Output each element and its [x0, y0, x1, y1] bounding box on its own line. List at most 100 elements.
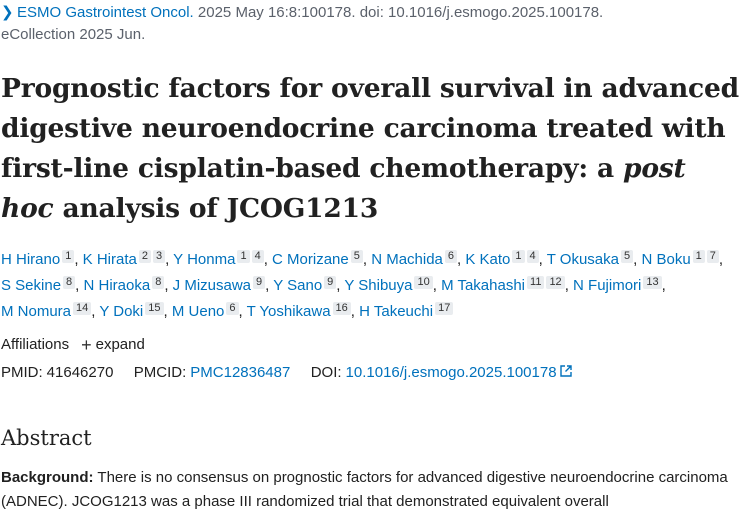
doi-value: 10.1016/j.esmogo.2025.100178	[345, 364, 557, 381]
author-separator: ,	[718, 251, 724, 268]
title-italic: post hoc	[1, 153, 686, 224]
author-separator: ,	[75, 277, 80, 294]
pmcid-label: PMCID:	[133, 364, 187, 381]
affiliation-badge[interactable]: 5	[350, 250, 363, 263]
citation-line: ❯ ESMO Gastrointest Oncol. 2025 May 16:8:…	[1, 2, 746, 46]
author-list: H Hirano 1, K Hirata 2 3, Y Honma 1 4, C Mori…	[1, 247, 746, 325]
author-item: S Sekine 8,	[1, 276, 80, 294]
author-item: M Nomura 14,	[1, 302, 96, 320]
author-separator: ,	[633, 251, 638, 268]
author-link[interactable]: K Kato	[465, 251, 511, 268]
affiliation-badge[interactable]: 14	[73, 302, 92, 315]
author-item: H Hirano 1,	[1, 250, 78, 268]
plus-icon[interactable]: +	[81, 335, 92, 355]
author-separator: ,	[457, 251, 462, 268]
author-link[interactable]: N Hiraoka	[83, 277, 151, 294]
abstract-heading: Abstract	[1, 426, 92, 450]
author-link[interactable]: H Takeuchi	[359, 303, 434, 320]
author-link[interactable]: H Hirano	[1, 251, 61, 268]
affiliation-badge[interactable]: 1	[62, 250, 75, 263]
affiliation-badge[interactable]: 10	[414, 276, 433, 289]
author-separator: ,	[564, 277, 569, 294]
affiliation-badge[interactable]: 1	[512, 250, 525, 263]
affiliation-badge[interactable]: 6	[444, 250, 458, 263]
author-link[interactable]: M Ueno	[171, 303, 225, 320]
affiliation-badge[interactable]: 11	[527, 276, 545, 289]
author-item: N Machida 6,	[371, 250, 462, 268]
affiliation-badge[interactable]: 8	[152, 276, 165, 289]
affiliation-badge[interactable]: 6	[226, 302, 239, 315]
article-title: Prognostic factors for overall survival …	[1, 69, 746, 229]
author-item: T Yoshikawa 16,	[246, 302, 355, 320]
author-link[interactable]: C Morizane	[272, 251, 349, 268]
author-item: M Ueno 6,	[171, 302, 243, 320]
author-separator: ,	[336, 277, 341, 294]
doi-label: DOI:	[310, 364, 342, 381]
citation-details: 2025 May 16:8:100178. doi: 10.1016/j.esm…	[197, 4, 604, 21]
author-link[interactable]: N Fujimori	[573, 277, 642, 294]
affiliation-badge[interactable]: 8	[63, 276, 76, 289]
affiliation-badge[interactable]: 5	[621, 250, 634, 263]
author-separator: ,	[91, 303, 96, 320]
pmid-label: PMID:	[1, 364, 43, 381]
author-separator: ,	[164, 277, 169, 294]
affiliation-badge[interactable]: 3	[152, 250, 166, 263]
author-link[interactable]: M Takahashi	[441, 277, 526, 294]
identifiers: PMID: 41646270 PMCID: PMC12836487 DOI: 10.1…	[1, 362, 746, 384]
author-link[interactable]: N Machida	[371, 251, 443, 268]
affiliation-badge[interactable]: 9	[253, 276, 266, 289]
author-separator: ,	[432, 277, 437, 294]
external-link-icon	[559, 365, 572, 377]
author-separator: ,	[238, 303, 243, 320]
affiliation-badge[interactable]: 12	[546, 276, 565, 289]
journal-link[interactable]: ESMO Gastrointest Oncol.	[17, 4, 194, 21]
affiliation-badge[interactable]: 2	[138, 250, 151, 263]
author-link[interactable]: Y Shibuya	[344, 277, 413, 294]
author-item: J Mizusawa 9,	[172, 276, 270, 294]
expand-button[interactable]: expand	[95, 336, 145, 353]
background-text: There is no consensus on prognostic fact…	[1, 469, 728, 510]
author-link[interactable]: T Yoshikawa	[246, 303, 331, 320]
author-separator: ,	[263, 251, 268, 268]
affiliation-badge[interactable]: 4	[526, 250, 539, 263]
author-item: K Hirata 2 3,	[82, 250, 170, 268]
author-item: N Hiraoka 8,	[83, 276, 169, 294]
author-separator: ,	[265, 277, 270, 294]
affiliation-badge[interactable]: 1	[692, 250, 705, 263]
author-link[interactable]: S Sekine	[1, 277, 62, 294]
chevron-right-icon[interactable]: ❯	[1, 4, 14, 21]
doi-link[interactable]: 10.1016/j.esmogo.2025.100178	[346, 364, 572, 381]
pmcid-link[interactable]: PMC12836487	[190, 364, 291, 381]
background-label: Background:	[1, 469, 94, 486]
affiliation-badge[interactable]: 17	[435, 302, 454, 315]
author-link[interactable]: N Boku	[641, 251, 691, 268]
author-item: K Kato 1 4,	[465, 250, 543, 268]
affiliation-badge[interactable]: 16	[332, 302, 351, 315]
affiliations-label: Affiliations	[1, 336, 70, 353]
author-item: C Morizane 5,	[272, 250, 368, 268]
affiliation-badge[interactable]: 1	[237, 250, 250, 263]
affiliation-badge[interactable]: 13	[643, 276, 662, 289]
author-link[interactable]: Y Doki	[99, 303, 144, 320]
affiliation-badge[interactable]: 15	[145, 302, 164, 315]
author-item: Y Shibuya 10,	[344, 276, 437, 294]
author-item: T Okusaka 5,	[546, 250, 638, 268]
author-link[interactable]: Y Honma	[173, 251, 236, 268]
author-link[interactable]: K Hirata	[82, 251, 137, 268]
author-link[interactable]: T Okusaka	[546, 251, 619, 268]
title-part2: analysis of JCOG1213	[53, 193, 379, 224]
author-link[interactable]: M Nomura	[1, 303, 72, 320]
author-link[interactable]: Y Sano	[273, 277, 323, 294]
author-separator: ,	[362, 251, 368, 268]
author-separator: ,	[165, 251, 170, 268]
affiliations-row: Affiliations + expand	[1, 334, 746, 356]
author-separator: ,	[163, 303, 168, 320]
author-separator: ,	[538, 251, 543, 268]
affiliation-badge[interactable]: 4	[251, 250, 264, 263]
author-link[interactable]: J Mizusawa	[172, 277, 252, 294]
author-separator: ,	[661, 277, 666, 294]
affiliation-badge[interactable]: 7	[706, 250, 719, 263]
abstract-background: Background: There is no consensus on pro…	[1, 466, 746, 514]
affiliation-badge[interactable]: 9	[324, 276, 337, 289]
